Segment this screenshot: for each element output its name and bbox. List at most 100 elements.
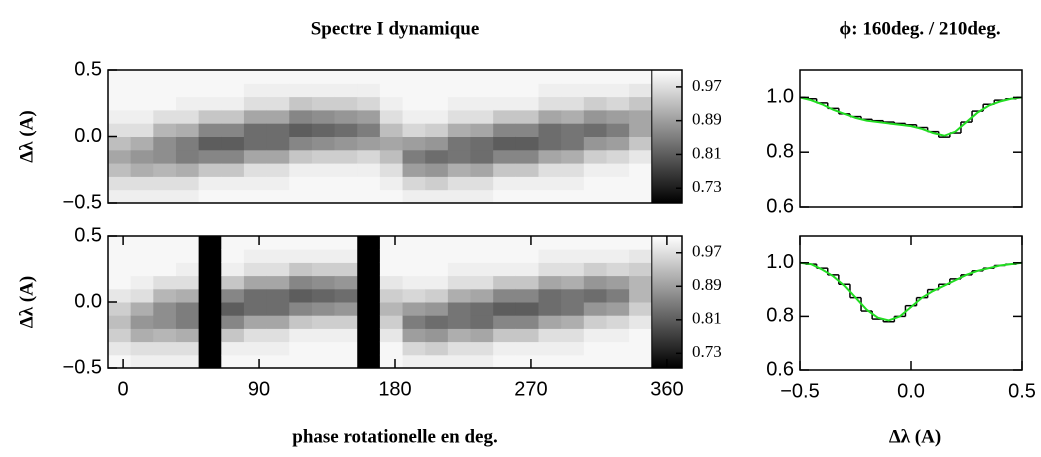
heat-cell: [198, 83, 222, 98]
heat-cell: [629, 275, 653, 290]
heat-cell: [470, 354, 494, 369]
heat-cell: [402, 288, 426, 303]
heat-cell: [402, 302, 426, 316]
heat-cell: [402, 149, 426, 164]
heat-cell: [221, 315, 245, 329]
heat-cell: [606, 262, 630, 277]
heat-cell: [629, 83, 653, 98]
heat-cell: [425, 341, 449, 356]
heat-cell: [493, 315, 517, 329]
heat-cell: [153, 275, 177, 290]
colorbar-tick-label: 0.73: [692, 342, 722, 361]
heat-cell: [425, 275, 449, 290]
heat-cell: [289, 236, 313, 250]
heat-cell: [629, 123, 653, 137]
heat-cell: [629, 96, 653, 111]
heat-cell: [221, 96, 245, 111]
x-tick-label: 0: [118, 378, 129, 400]
heat-cell: [561, 96, 585, 111]
heat-cell: [266, 189, 290, 204]
heat-cell: [357, 70, 381, 84]
y-tick-label: −0.5: [63, 191, 102, 213]
heat-cell: [402, 136, 426, 151]
heat-cell: [606, 328, 630, 343]
heat-cell: [515, 249, 539, 263]
heat-cell: [221, 149, 245, 164]
heat-cell: [266, 176, 290, 191]
heat-cell: [402, 354, 426, 369]
heat-cell: [402, 123, 426, 137]
heat-cell: [493, 109, 517, 124]
heat-cell: [130, 96, 154, 111]
heat-cell: [447, 149, 472, 164]
heat-cell: [402, 70, 426, 84]
heat-cell: [425, 136, 449, 151]
heat-cell: [606, 302, 630, 316]
heat-cell: [153, 288, 177, 303]
heat-cell: [538, 136, 562, 151]
heat-cell: [130, 236, 154, 250]
heat-cell: [379, 288, 404, 303]
heat-cell: [493, 341, 517, 356]
y-tick-label: 0.8: [766, 140, 794, 162]
heat-cell: [221, 249, 245, 263]
heat-cell: [538, 176, 562, 191]
heat-cell: [130, 341, 154, 356]
heat-cell: [470, 262, 494, 277]
heat-cell: [538, 236, 562, 250]
heat-cell: [629, 236, 653, 250]
heat-cell: [221, 354, 245, 369]
heat-cell: [606, 136, 630, 151]
heat-cell: [334, 275, 358, 290]
missing-cell: [198, 236, 222, 368]
heat-cell: [334, 288, 358, 303]
heat-cell: [402, 236, 426, 250]
heat-cell: [493, 96, 517, 111]
heat-cell: [266, 249, 290, 263]
heat-cell: [425, 315, 449, 329]
heat-cell: [470, 341, 494, 356]
heat-cell: [175, 189, 200, 204]
heat-cell: [606, 354, 630, 369]
heat-cell: [153, 70, 177, 84]
heat-cell: [289, 96, 313, 111]
y-tick-label: 0.6: [766, 358, 794, 380]
heat-cell: [447, 109, 472, 124]
heat-cell: [221, 341, 245, 356]
y-axis-label: Δλ (A): [16, 110, 37, 162]
heat-cell: [130, 262, 154, 277]
x-tick-label: 270: [514, 378, 547, 400]
heat-cell: [153, 262, 177, 277]
heat-cell: [130, 249, 154, 263]
heat-cell: [561, 328, 585, 343]
heat-cell: [629, 262, 653, 277]
heat-cell: [493, 262, 517, 277]
heat-cell: [629, 288, 653, 303]
heat-cell: [629, 189, 653, 204]
y-tick-label: 0.6: [766, 195, 794, 217]
heat-cell: [425, 176, 449, 191]
heat-cell: [311, 189, 336, 204]
heat-cell: [108, 315, 132, 329]
colorbar: [651, 70, 682, 203]
heat-cell: [311, 354, 336, 369]
heat-cell: [538, 315, 562, 329]
heat-cell: [266, 83, 290, 98]
heat-cell: [108, 96, 132, 111]
heat-cell: [515, 149, 539, 164]
heat-cell: [198, 123, 222, 137]
heat-cell: [515, 109, 539, 124]
heat-cell: [425, 149, 449, 164]
heat-cell: [425, 262, 449, 277]
heat-cell: [425, 96, 449, 111]
plot-frame: [799, 235, 1023, 371]
heat-cell: [221, 275, 245, 290]
heat-cell: [108, 136, 132, 151]
heat-cell: [379, 83, 404, 98]
y-tick-label: 0.5: [74, 58, 102, 80]
heat-cell: [538, 275, 562, 290]
y-tick-label: 1.0: [766, 86, 794, 108]
heat-cell: [561, 288, 585, 303]
heat-cell: [175, 262, 200, 277]
heat-cell: [289, 354, 313, 369]
